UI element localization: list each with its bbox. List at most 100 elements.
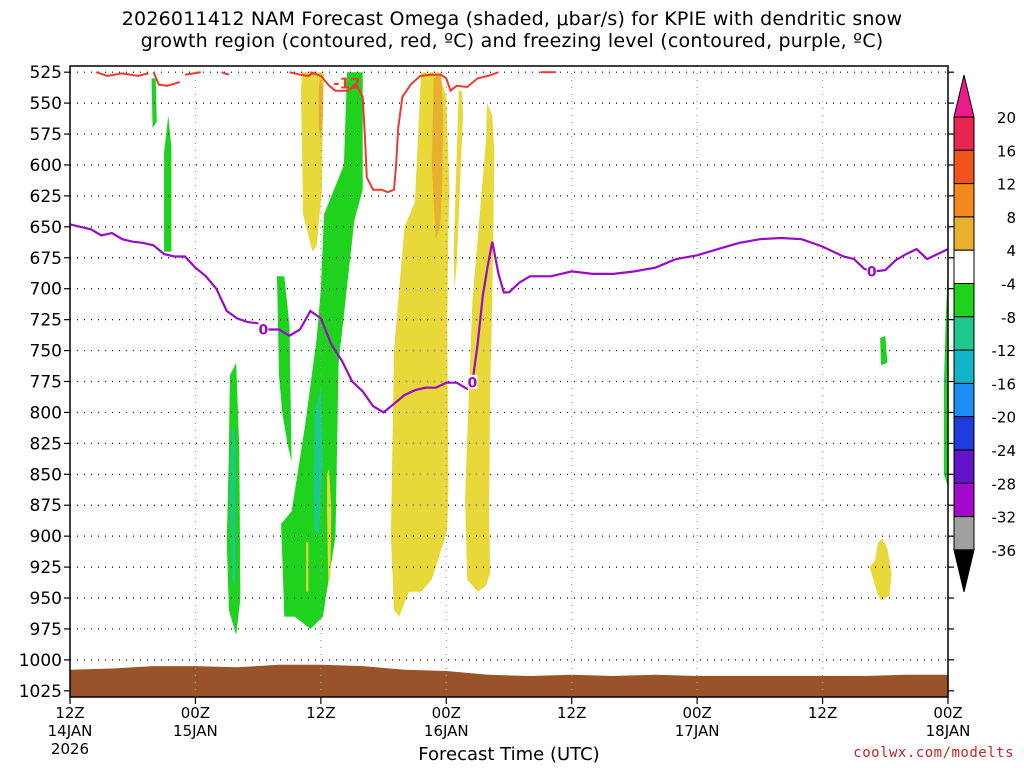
colorbar-seg-10	[953, 449, 975, 484]
colorbar-label-11: -28	[992, 475, 1017, 493]
y-tick-label-1000: 1000	[19, 651, 62, 671]
y-tick-label-725: 725	[30, 311, 62, 331]
colorbar-seg-1	[953, 149, 975, 185]
y-tick-label-750: 750	[30, 342, 62, 362]
colorbar-label-6: -8	[1001, 309, 1016, 327]
omega-region-6	[943, 270, 948, 487]
x-tick-date-12: 15JAN	[173, 722, 218, 740]
dgz-contour-3	[310, 71, 499, 194]
y-tick-label-775: 775	[30, 373, 62, 393]
chart-title: 2026011412 NAM Forecast Omega (shaded, μ…	[121, 8, 903, 52]
y-tick-label-825: 825	[30, 434, 62, 454]
x-tick-label-72: 12Z	[808, 704, 837, 722]
x-tick-label-48: 12Z	[557, 704, 586, 722]
omega-region-4	[281, 72, 363, 629]
y-tick-label-950: 950	[30, 589, 62, 609]
omega-region-3	[277, 276, 292, 462]
colorbar-seg-12	[953, 516, 975, 551]
x-tick-label-36: 00Z	[432, 704, 461, 722]
x-tick-date-60: 17JAN	[675, 722, 720, 740]
dgz-contour-1	[152, 71, 181, 87]
colorbar-bottom-arrow	[953, 549, 975, 593]
colorbar-label-12: -32	[992, 509, 1017, 527]
x-axis-label: Forecast Time (UTC)	[418, 744, 600, 765]
x-tick-date-36: 16JAN	[424, 722, 469, 740]
plot-frame	[69, 65, 949, 698]
freezing-label-bg-0	[258, 321, 269, 336]
colorbar-top-arrow	[953, 74, 975, 118]
colorbar-seg-3	[953, 216, 975, 251]
colorbar-label-1: 16	[997, 142, 1016, 160]
colorbar-label-10: -24	[992, 442, 1017, 460]
omega-region-7	[229, 424, 236, 586]
ground-surface	[70, 664, 948, 697]
y-tick-label-600: 600	[30, 156, 62, 176]
dgz-contour-2	[184, 71, 201, 76]
freezing-level-line	[70, 223, 948, 414]
plot-area: -12 0 0 0	[70, 66, 948, 697]
y-tick-label-625: 625	[30, 187, 62, 207]
dgz-contour-6	[289, 71, 316, 77]
colorbar-label-13: -36	[992, 542, 1017, 560]
colorbar-label-2: 12	[997, 176, 1016, 194]
x-tick-label-24: 12Z	[306, 704, 335, 722]
y-tick-label-650: 650	[30, 218, 62, 238]
omega-region-5	[880, 335, 888, 366]
omega-region-16	[318, 78, 323, 141]
y-tick-label-525: 525	[30, 63, 62, 83]
omega-region-17	[431, 72, 444, 240]
y-tick-label-900: 900	[30, 527, 62, 547]
x-tick-label-0: 12Z	[55, 704, 84, 722]
colorbar-seg-2	[953, 183, 975, 218]
plot-clip-group: -12 0 0 0	[70, 66, 948, 697]
omega-region-9	[301, 72, 324, 252]
y-tick-label-550: 550	[30, 94, 62, 114]
omega-region-13	[453, 90, 463, 289]
x-tick-date-0: 14JAN	[48, 722, 93, 740]
credit-text: coolwx.com/modelts	[853, 745, 1014, 761]
y-tick-label-850: 850	[30, 465, 62, 485]
x-tick-label-60: 00Z	[682, 704, 711, 722]
omega-region-10	[327, 468, 332, 580]
colorbar-seg-6	[953, 316, 975, 351]
colorbar-label-4: 4	[1006, 242, 1016, 260]
x-tick-year-0: 2026	[51, 740, 89, 758]
omega-region-11	[306, 542, 309, 592]
colorbar-label-8: -16	[992, 375, 1017, 393]
colorbar-label-3: 8	[1006, 209, 1016, 227]
colorbar-seg-4	[953, 249, 975, 284]
y-tick-label-575: 575	[30, 125, 62, 145]
freezing-level-label-2: 0	[867, 264, 877, 280]
omega-region-15	[869, 538, 892, 601]
omega-region-14	[465, 103, 495, 592]
omega-region-8	[313, 387, 323, 537]
freezing-label-bg-1	[467, 374, 478, 389]
omega-region-1	[164, 115, 172, 252]
dgz-contour-5	[221, 71, 230, 76]
colorbar-seg-0	[953, 116, 975, 151]
y-tick-label-700: 700	[30, 280, 62, 300]
colorbar-label-5: -4	[1001, 276, 1016, 294]
colorbar-label-7: -12	[992, 342, 1017, 360]
axes: 525 550 575 600 625 650 675 700 725 750 775 800 825 8…	[19, 63, 971, 758]
colorbar: 20 16 12 8 4 -4 -8 -12 -16 -20 -24 -28 -32 -36	[953, 74, 1017, 593]
y-tick-label-925: 925	[30, 558, 62, 578]
colorbar-label-9: -20	[992, 409, 1017, 427]
y-tick-label-1025: 1025	[19, 682, 62, 702]
freezing-level-label-1: 0	[468, 376, 478, 392]
x-tick-label-12: 00Z	[181, 704, 210, 722]
colorbar-seg-9	[953, 416, 975, 451]
y-tick-label-975: 975	[30, 620, 62, 640]
x-tick-label-84: 00Z	[933, 704, 962, 722]
freezing-label-bg-2	[866, 263, 877, 278]
colorbar-seg-7	[953, 349, 975, 384]
dgz-contour-0	[95, 71, 149, 77]
colorbar-seg-11	[953, 482, 975, 518]
y-tick-label-875: 875	[30, 496, 62, 516]
dgz-contour-label: -12	[333, 74, 360, 92]
colorbar-seg-8	[953, 382, 975, 418]
colorbar-label-0: 20	[997, 109, 1016, 127]
x-tick-date-84: 18JAN	[926, 722, 971, 740]
freezing-level-label-0: 0	[258, 323, 268, 339]
